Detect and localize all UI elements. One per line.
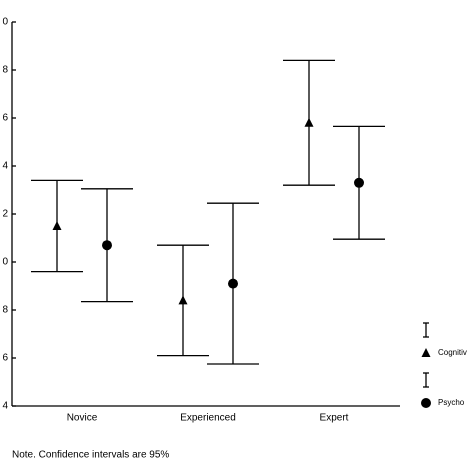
marker — [354, 177, 364, 188]
x-tick-label: Expert — [320, 413, 349, 424]
x-tick-label: Experienced — [180, 413, 236, 424]
y-tick-label: 0 — [2, 257, 8, 268]
note: Note. Confidence intervals are 95% — [12, 450, 169, 461]
y-tick-label: 2 — [2, 209, 8, 220]
y-tick-label: 4 — [2, 401, 8, 412]
marker — [102, 240, 112, 251]
marker — [421, 398, 431, 408]
marker — [304, 117, 314, 127]
legend-label: Cognitiv — [438, 348, 467, 357]
y-tick-label: 0 — [2, 17, 8, 28]
y-tick-label: 8 — [2, 65, 8, 76]
marker — [52, 221, 62, 230]
marker — [178, 295, 188, 305]
legend-label: Psycho — [438, 398, 465, 407]
x-tick-label: Novice — [67, 413, 98, 424]
y-tick-label: 8 — [2, 305, 8, 316]
y-tick-label: 4 — [2, 161, 8, 172]
y-tick-label: 6 — [2, 353, 8, 364]
marker — [421, 348, 431, 357]
marker — [228, 278, 238, 289]
y-tick-label: 6 — [2, 113, 8, 124]
